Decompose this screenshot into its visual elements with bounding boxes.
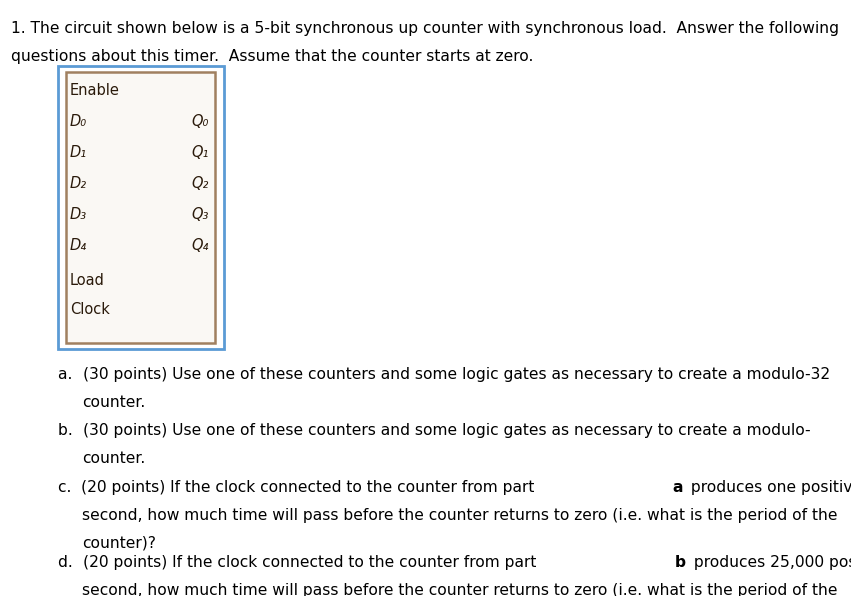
- Text: produces 25,000 positive-edges every: produces 25,000 positive-edges every: [688, 555, 851, 570]
- Text: d.: d.: [58, 555, 77, 570]
- Text: counter.: counter.: [82, 451, 145, 466]
- Text: (20 points) If the clock connected to the counter from part: (20 points) If the clock connected to th…: [83, 555, 541, 570]
- Text: second, how much time will pass before the counter returns to zero (i.e. what is: second, how much time will pass before t…: [82, 508, 837, 523]
- Text: b.: b.: [58, 423, 77, 438]
- Text: Clock: Clock: [70, 302, 110, 318]
- Text: Q₃: Q₃: [191, 207, 208, 222]
- Text: a: a: [672, 480, 683, 495]
- Text: D₄: D₄: [70, 238, 87, 253]
- Text: c.: c.: [58, 480, 76, 495]
- Text: (30 points) Use one of these counters and some logic gates as necessary to creat: (30 points) Use one of these counters an…: [83, 367, 835, 381]
- Text: Enable: Enable: [70, 83, 120, 98]
- Text: (20 points) If the clock connected to the counter from part: (20 points) If the clock connected to th…: [82, 480, 540, 495]
- Bar: [66, 72, 215, 343]
- Text: 1. The circuit shown below is a 5-bit synchronous up counter with synchronous lo: 1. The circuit shown below is a 5-bit sy…: [11, 21, 839, 36]
- Text: counter)?: counter)?: [82, 536, 156, 551]
- Text: produces one positive-edge every: produces one positive-edge every: [686, 480, 851, 495]
- Text: b: b: [675, 555, 686, 570]
- Text: counter.: counter.: [82, 395, 145, 409]
- Text: second, how much time will pass before the counter returns to zero (i.e. what is: second, how much time will pass before t…: [82, 583, 837, 596]
- Text: Load: Load: [70, 272, 105, 288]
- Text: D₃: D₃: [70, 207, 87, 222]
- Text: questions about this timer.  Assume that the counter starts at zero.: questions about this timer. Assume that …: [11, 49, 534, 64]
- Text: (30 points) Use one of these counters and some logic gates as necessary to creat: (30 points) Use one of these counters an…: [83, 423, 811, 438]
- Text: a.: a.: [58, 367, 77, 381]
- Text: D₀: D₀: [70, 114, 87, 129]
- Bar: [58, 66, 224, 349]
- Text: Q₂: Q₂: [191, 176, 208, 191]
- Text: D₂: D₂: [70, 176, 87, 191]
- Text: D₁: D₁: [70, 145, 87, 160]
- Text: Q₁: Q₁: [191, 145, 208, 160]
- Text: Q₀: Q₀: [191, 114, 208, 129]
- Text: Q₄: Q₄: [191, 238, 208, 253]
